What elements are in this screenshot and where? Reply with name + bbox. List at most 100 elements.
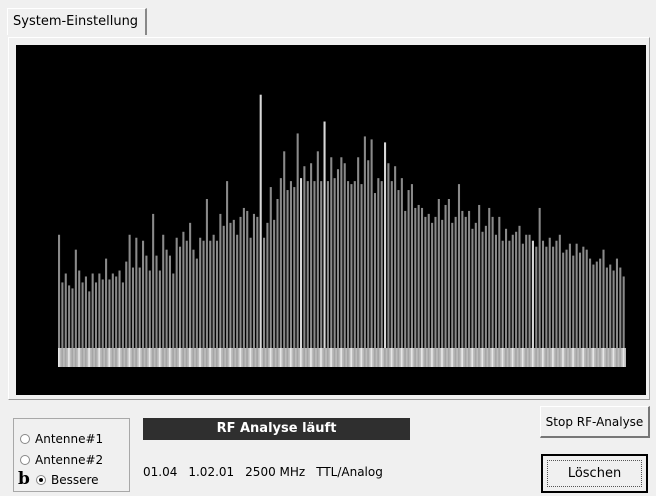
spectrum-baseline-tick <box>464 348 467 367</box>
spectrum-bar <box>353 181 356 348</box>
spectrum-baseline-tick <box>142 348 144 367</box>
spectrum-baseline-tick <box>229 348 232 367</box>
spectrum-bar <box>94 282 98 348</box>
spectrum-bar <box>222 225 225 348</box>
spectrum-bar <box>175 237 178 348</box>
spectrum-baseline-tick <box>246 348 248 367</box>
spectrum-bar <box>387 163 390 348</box>
spectrum-baseline-tick <box>98 348 101 367</box>
spectrum-bar <box>313 181 316 348</box>
spectrum-baseline-tick <box>121 348 124 367</box>
spectrum-baseline-tick <box>545 348 548 367</box>
spectrum-bar <box>165 249 168 348</box>
spectrum-baseline-tick <box>552 348 554 367</box>
spectrum-baseline-tick <box>192 348 195 367</box>
spectrum-bar <box>68 285 71 348</box>
spectrum-bar <box>276 199 279 348</box>
spectrum-baseline-tick <box>336 348 339 367</box>
spectrum-bar <box>88 291 91 348</box>
spectrum-bar <box>131 267 135 348</box>
spectrum-bar <box>528 234 531 348</box>
spectrum-baseline-tick <box>575 348 578 367</box>
spectrum-bar <box>310 163 313 348</box>
version-primary: 01.04 <box>143 465 178 479</box>
spectrum-baseline-tick <box>263 348 265 367</box>
spectrum-baseline-tick <box>239 348 242 367</box>
spectrum-baseline-tick <box>68 348 70 367</box>
mode-readout: TTL/Analog <box>316 465 383 479</box>
spectrum-baseline-tick <box>410 348 413 367</box>
spectrum-baseline-tick <box>531 348 534 367</box>
spectrum-baseline-tick <box>484 348 487 367</box>
spectrum-bar <box>420 207 424 348</box>
spectrum-baseline-tick <box>249 348 252 367</box>
spectrum-bar <box>535 246 538 348</box>
loeschen-button[interactable]: Löschen <box>541 454 648 493</box>
radio-bessere[interactable]: Bessere <box>36 471 99 489</box>
spectrum-bar <box>427 213 430 348</box>
spectrum-bar <box>246 210 249 348</box>
spectrum-baseline-tick <box>152 348 154 367</box>
spectrum-baseline-tick <box>420 348 423 367</box>
spectrum-baseline-tick <box>182 348 185 367</box>
tab-system-einstellung[interactable]: System-Einstellung <box>7 8 147 35</box>
spectrum-baseline-tick <box>185 348 188 367</box>
spectrum-baseline-tick <box>289 348 292 367</box>
radio-circle-icon[interactable] <box>20 433 30 444</box>
radio-antenne-1[interactable]: Antenne#1 <box>20 430 103 448</box>
spectrum-bar <box>269 187 272 348</box>
spectrum-baseline-tick <box>525 348 527 367</box>
spectrum-bar <box>461 210 464 348</box>
spectrum-bar <box>195 258 198 348</box>
spectrum-bar <box>101 279 104 348</box>
spectrum-bar <box>404 210 407 348</box>
spectrum-baseline-tick <box>58 348 60 367</box>
spectrum-bar <box>111 273 114 348</box>
spectrum-baseline-tick <box>360 348 363 367</box>
antenna-radio-group: Antenne#1 Antenne#2 Bessere b <box>13 418 130 492</box>
radio-circle-icon[interactable] <box>20 454 30 465</box>
spectrum-baseline-tick <box>222 348 225 367</box>
spectrum-baseline-tick <box>377 348 379 367</box>
spectrum-baseline-tick <box>71 348 74 367</box>
spectrum-bar <box>384 142 387 348</box>
stop-rf-analyse-button[interactable]: Stop RF-Analyse <box>540 406 650 438</box>
spectrum-bar <box>568 243 571 348</box>
spectrum-baseline-tick <box>619 348 621 367</box>
spectrum-bar <box>589 258 592 348</box>
spectrum-baseline-tick <box>602 348 605 367</box>
spectrum-baseline-tick <box>199 348 201 367</box>
spectrum-bar <box>390 181 393 348</box>
spectrum-bar <box>417 204 420 348</box>
spectrum-bar <box>525 234 528 348</box>
radio-selected-icon[interactable] <box>36 474 46 485</box>
spectrum-baseline-tick <box>380 348 383 367</box>
spectrum-baseline-tick <box>283 348 285 367</box>
spectrum-baseline-tick <box>101 348 104 367</box>
spectrum-bar <box>612 270 615 348</box>
spectrum-bar <box>64 273 67 348</box>
loeschen-label: Löschen <box>567 466 622 481</box>
radio-label-antenne-1: Antenne#1 <box>35 432 104 446</box>
spectrum-bar <box>74 249 77 348</box>
tab-strip: System-Einstellung <box>0 0 656 37</box>
radio-antenne-2[interactable]: Antenne#2 <box>20 451 103 469</box>
spectrum-baseline-tick <box>424 348 427 367</box>
spectrum-baseline-tick <box>320 348 322 367</box>
spectrum-bar <box>484 225 487 348</box>
spectrum-bar <box>585 249 588 348</box>
spectrum-baseline-tick <box>578 348 581 367</box>
spectrum-bar <box>555 240 558 348</box>
spectrum-baseline-tick <box>471 348 474 367</box>
spectrum-baseline-tick <box>491 348 494 367</box>
spectrum-bar <box>511 234 514 348</box>
spectrum-baseline-tick <box>595 348 598 367</box>
spectrum-baseline-tick <box>145 348 148 367</box>
spectrum-baseline-tick <box>350 348 353 367</box>
spectrum-bar <box>148 270 151 348</box>
spectrum-bar <box>407 190 410 348</box>
spectrum-baseline-tick <box>313 348 316 367</box>
spectrum-baseline-tick <box>310 348 312 367</box>
spectrum-baseline-tick <box>441 348 443 367</box>
spectrum-bar <box>158 270 161 348</box>
